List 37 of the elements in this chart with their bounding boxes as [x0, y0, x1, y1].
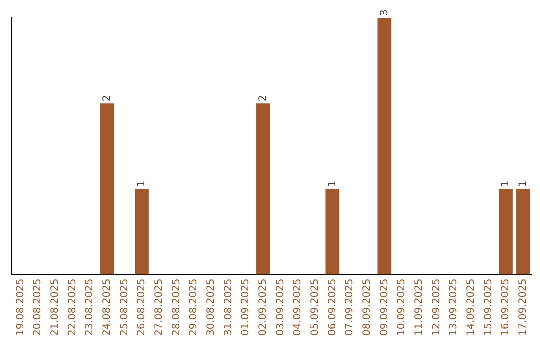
data-label: 1	[500, 180, 512, 188]
x-tick-label: 11.09.2025	[414, 278, 425, 336]
x-tick-label: 23.08.2025	[84, 278, 96, 336]
x-tick-label: 22.08.2025	[67, 278, 78, 336]
x-tick-label: 19.08.2025	[15, 278, 26, 336]
x-tick-label: 14.09.2025	[466, 278, 477, 336]
data-label: 1	[136, 180, 148, 188]
x-tick-label: 25.08.2025	[119, 278, 130, 336]
x-tick-label: 31.08.2025	[223, 278, 234, 336]
x-tick-label: 29.08.2025	[188, 278, 200, 336]
data-label: 1	[518, 180, 529, 188]
x-tick-label: 05.09.2025	[310, 278, 321, 336]
x-tick-label: 17.09.2025	[518, 278, 529, 336]
data-label: 2	[258, 95, 269, 102]
x-tick-label: 10.09.2025	[396, 278, 408, 336]
x-tick-label: 16.09.2025	[500, 278, 512, 336]
x-tick-label: 02.09.2025	[258, 278, 269, 336]
data-label: 1	[327, 180, 338, 188]
x-tick-label: 07.09.2025	[344, 278, 356, 336]
x-tick-label: 30.08.2025	[206, 278, 217, 336]
x-tick-label: 06.09.2025	[327, 278, 338, 336]
x-tick-label: 26.08.2025	[136, 278, 148, 336]
x-tick-label: 04.09.2025	[292, 278, 304, 336]
x-tick-label: 01.09.2025	[240, 278, 252, 336]
x-tick-label: 21.08.2025	[50, 278, 61, 336]
x-tick-label: 20.08.2025	[32, 278, 44, 336]
x-tick-label: 03.09.2025	[275, 278, 286, 336]
x-tick-label: 08.09.2025	[362, 278, 373, 336]
x-tick-label: 13.09.2025	[448, 278, 460, 336]
x-tick-label: 24.08.2025	[102, 278, 113, 336]
data-label: 3	[379, 10, 390, 16]
x-tick-label: 27.08.2025	[154, 278, 165, 336]
x-tick-label: 28.08.2025	[171, 278, 182, 336]
x-tick-label: 12.09.2025	[431, 278, 442, 336]
x-tick-label: 09.09.2025	[379, 278, 390, 336]
x-tick-label: 15.09.2025	[483, 278, 494, 336]
data-label: 2	[102, 95, 113, 102]
